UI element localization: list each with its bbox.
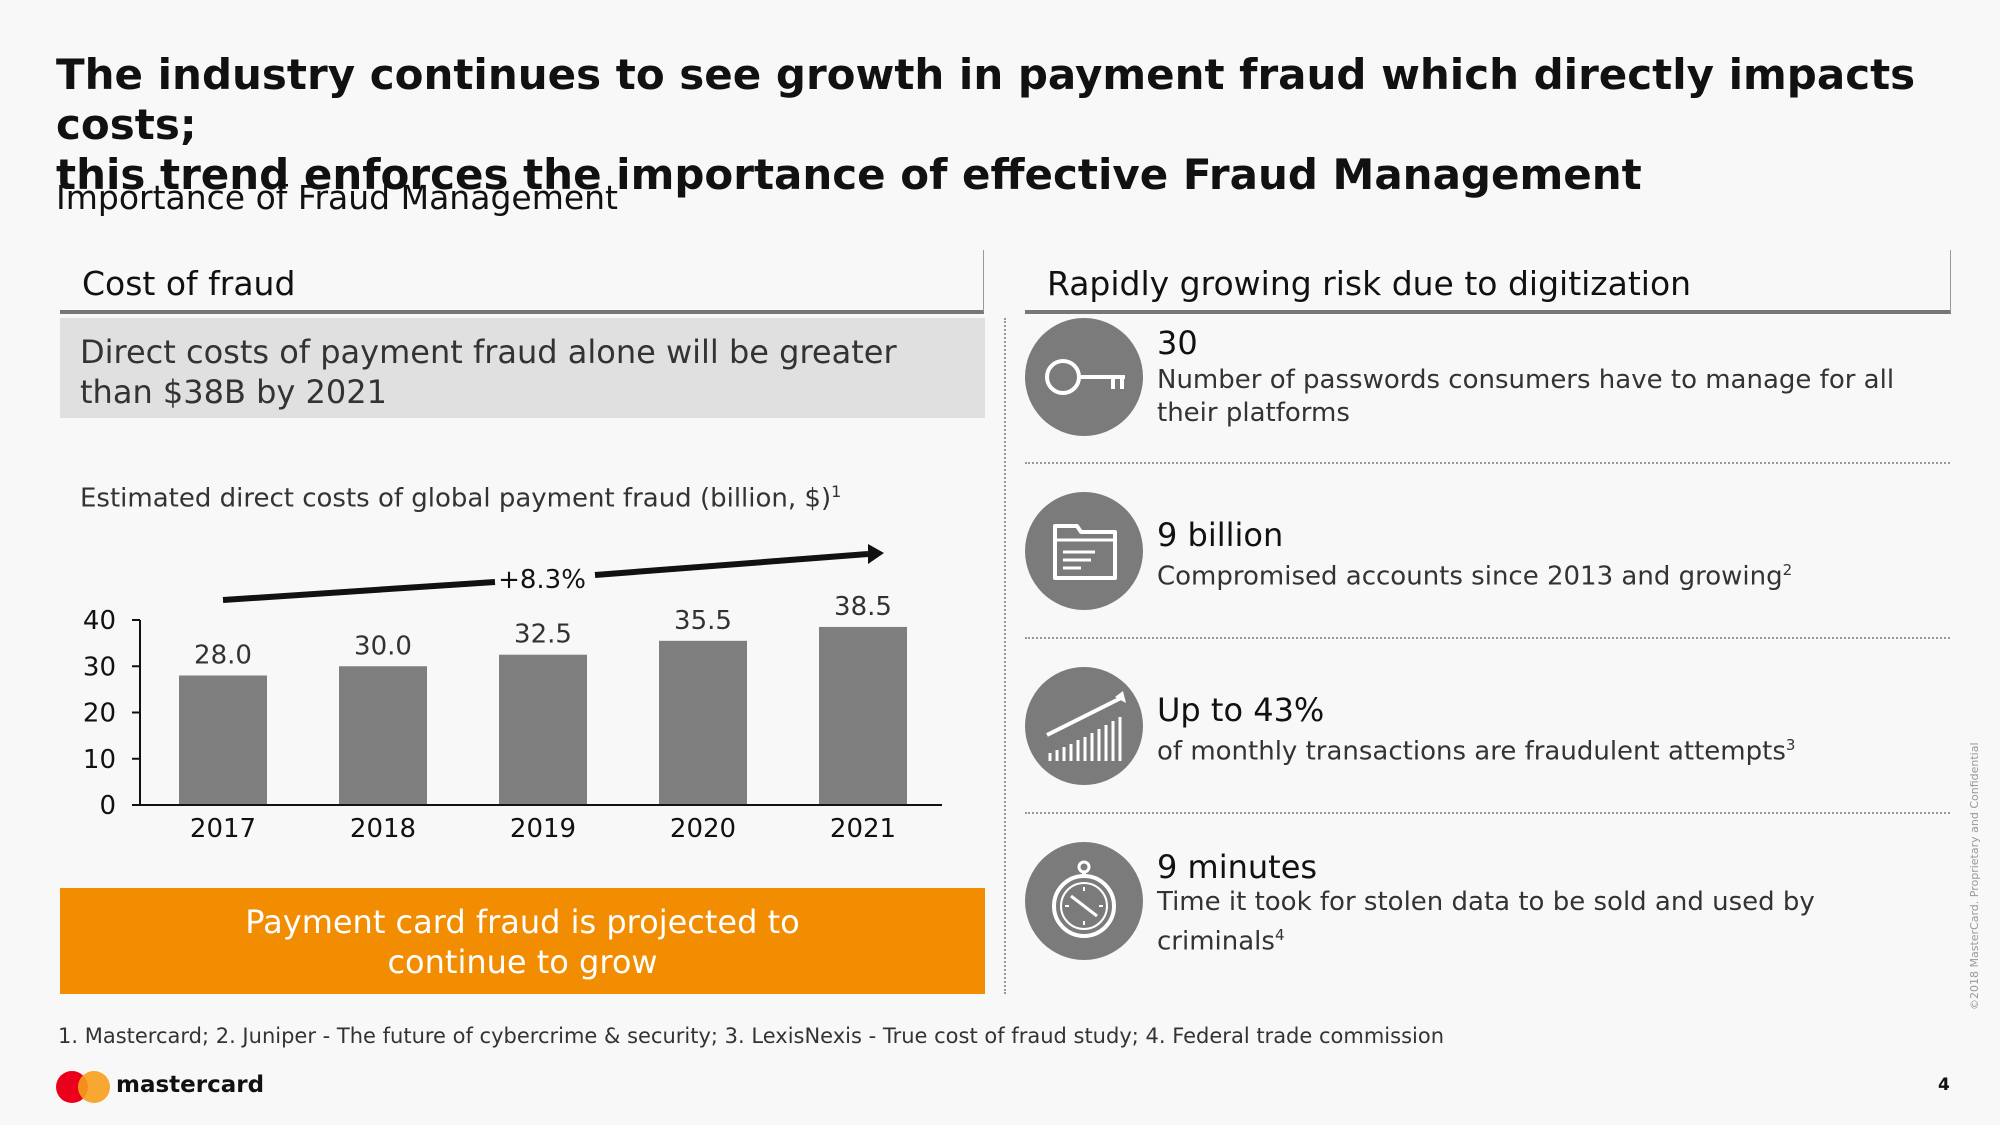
title-line-1: The industry continues to see growth in … — [56, 50, 1916, 149]
x-tick-label: 2017 — [190, 814, 256, 844]
copyright-notice: ©2018 MasterCard. Proprietary and Confid… — [1968, 742, 1981, 1010]
x-tick-label: 2020 — [670, 814, 736, 844]
risk-item-fraud-attempts: Up to 43% of monthly transactions are fr… — [1025, 667, 1950, 787]
risk-description: Compromised accounts since 2013 and grow… — [1157, 554, 1947, 594]
bar-2017 — [179, 675, 267, 805]
fraud-cost-bar-chart: +8.3% 28.0 30.0 32.5 35.5 38.5 2017 2018 2019 2… — [83, 544, 942, 844]
y-tick-label: 20 — [83, 699, 116, 729]
x-tick-label: 2019 — [510, 814, 576, 844]
page-number: 4 — [1938, 1075, 1950, 1095]
y-tick-label: 40 — [83, 606, 116, 636]
y-tick-label: 10 — [83, 745, 116, 775]
risk-description-text: Compromised accounts since 2013 and grow… — [1157, 561, 1783, 592]
bar-value-label: 38.5 — [834, 592, 892, 622]
risk-description: Number of passwords consumers have to ma… — [1157, 364, 1947, 430]
cost-of-fraud-header: Cost of fraud — [60, 250, 984, 314]
x-tick-label: 2018 — [350, 814, 416, 844]
risk-value: Up to 43% — [1157, 691, 1325, 729]
key-icon — [1025, 318, 1143, 436]
risk-item-compromised-accounts: 9 billion Compromised accounts since 201… — [1025, 492, 1950, 612]
risk-note: 3 — [1785, 736, 1796, 754]
growth-arrow-line-left — [222, 579, 496, 603]
panel-divider — [1004, 318, 1006, 994]
bar-value-label: 28.0 — [194, 641, 252, 671]
y-tick-label: 0 — [99, 791, 116, 821]
folder-document-icon — [1025, 492, 1143, 610]
risk-value: 9 billion — [1157, 516, 1284, 554]
chart-caption-note: 1 — [831, 482, 842, 501]
y-tick-label: 30 — [83, 652, 116, 682]
brand-name: mastercard — [116, 1072, 265, 1098]
growth-arrow-line-right — [594, 551, 869, 578]
risk-description-text: Time it took for stolen data to be sold … — [1157, 887, 1815, 957]
risk-item-passwords: 30 Number of passwords consumers have to… — [1025, 318, 1950, 438]
bar-2021 — [819, 626, 907, 805]
bar-2018 — [339, 666, 427, 805]
banner-line-2: continue to grow — [387, 943, 658, 981]
risk-separator — [1025, 462, 1950, 464]
cost-of-fraud-heading: Cost of fraud — [82, 264, 296, 303]
growth-chart-icon — [1025, 667, 1143, 785]
x-tick-label: 2021 — [830, 814, 896, 844]
mastercard-logo — [56, 1071, 110, 1103]
risk-header: Rapidly growing risk due to digitization — [1025, 250, 1951, 314]
risk-note: 4 — [1274, 926, 1285, 944]
risk-description: Time it took for stolen data to be sold … — [1157, 886, 1947, 959]
page-title: The industry continues to see growth in … — [56, 50, 1936, 200]
risk-separator — [1025, 812, 1950, 814]
growth-arrow-head — [868, 544, 884, 564]
footnote: 1. Mastercard; 2. Juniper - The future o… — [58, 1024, 1444, 1048]
growth-label: +8.3% — [498, 565, 586, 595]
risk-value: 9 minutes — [1157, 848, 1318, 886]
risk-description-text: Number of passwords consumers have to ma… — [1157, 365, 1895, 428]
risk-note: 2 — [1782, 561, 1793, 579]
bar-value-label: 32.5 — [514, 620, 572, 650]
projection-banner: Payment card fraud is projected to conti… — [60, 888, 985, 994]
bar-2019 — [499, 654, 587, 805]
callout-line-1: Direct costs of payment fraud alone will… — [80, 333, 897, 371]
risk-heading: Rapidly growing risk due to digitization — [1047, 264, 1692, 303]
chart-caption-text: Estimated direct costs of global payment… — [80, 483, 832, 514]
cost-callout: Direct costs of payment fraud alone will… — [60, 318, 985, 418]
section-subtitle: Importance of Fraud Management — [56, 178, 618, 217]
risk-description: of monthly transactions are fraudulent a… — [1157, 729, 1947, 769]
bar-value-label: 30.0 — [354, 631, 412, 661]
bar-2020 — [659, 640, 747, 805]
stopwatch-icon — [1025, 842, 1143, 960]
callout-line-2: than $38B by 2021 — [80, 373, 387, 411]
risk-item-time-to-sell: 9 minutes Time it took for stolen data t… — [1025, 842, 1950, 972]
risk-separator — [1025, 637, 1950, 639]
banner-line-1: Payment card fraud is projected to — [245, 903, 800, 941]
risk-description-text: of monthly transactions are fraudulent a… — [1157, 736, 1786, 767]
title-line-2: this trend enforces the importance of ef… — [56, 150, 1642, 199]
chart-caption: Estimated direct costs of global payment… — [80, 482, 841, 514]
bar-value-label: 35.5 — [674, 606, 732, 636]
risk-value: 30 — [1157, 324, 1198, 362]
